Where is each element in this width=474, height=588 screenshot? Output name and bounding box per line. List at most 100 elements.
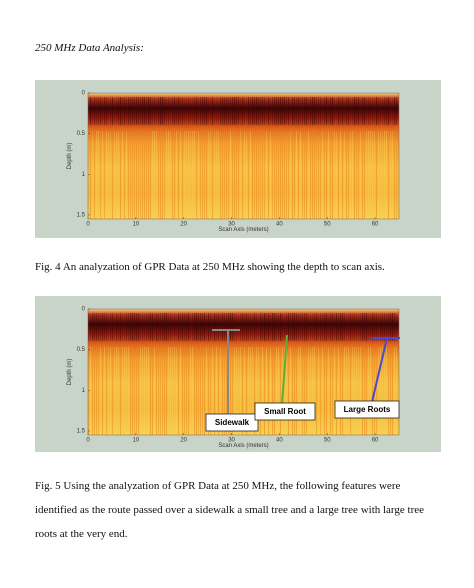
heatmap-texture <box>372 346 373 435</box>
heatmap-texture <box>172 346 173 435</box>
heatmap-texture <box>100 130 101 219</box>
heatmap-texture <box>350 130 351 219</box>
heatmap-texture <box>224 346 225 435</box>
heatmap-texture <box>124 313 126 341</box>
heatmap-texture <box>220 130 221 219</box>
heatmap-texture <box>236 130 237 219</box>
heatmap-texture <box>334 130 335 219</box>
heatmap-texture <box>190 130 191 219</box>
heatmap-texture <box>294 346 295 435</box>
heatmap-texture <box>212 346 213 435</box>
heatmap-texture <box>266 346 267 435</box>
heatmap-texture <box>352 346 353 435</box>
heatmap-texture <box>198 313 200 341</box>
heatmap-texture <box>360 313 362 341</box>
heatmap-texture <box>340 130 341 219</box>
heatmap-texture <box>158 97 160 125</box>
heatmap-texture <box>218 313 220 341</box>
heatmap-texture <box>262 346 263 435</box>
heatmap-texture <box>150 346 151 435</box>
heatmap-texture <box>330 346 331 435</box>
heatmap-texture <box>248 346 249 435</box>
heatmap-texture <box>232 346 233 435</box>
heatmap-texture <box>104 313 106 341</box>
heatmap-texture <box>270 313 272 341</box>
heatmap-texture <box>380 346 381 435</box>
heatmap-texture <box>174 130 175 219</box>
heatmap-texture <box>388 313 390 341</box>
heatmap-texture <box>138 313 140 341</box>
heatmap-texture <box>194 313 196 341</box>
heatmap-texture <box>134 130 135 219</box>
heatmap-texture <box>200 313 202 341</box>
heatmap-texture <box>360 346 361 435</box>
heatmap-texture <box>216 346 217 435</box>
heatmap-texture <box>282 130 283 219</box>
heatmap-texture <box>172 97 174 125</box>
heatmap-texture <box>392 346 393 435</box>
heatmap-texture <box>196 130 197 219</box>
heatmap-texture <box>196 346 197 435</box>
heatmap-texture <box>366 97 368 125</box>
heatmap-texture <box>242 130 243 219</box>
heatmap-texture <box>160 130 161 219</box>
heatmap-texture <box>310 313 312 341</box>
heatmap-texture <box>132 97 134 125</box>
heatmap-texture <box>136 97 138 125</box>
heatmap-texture <box>306 97 308 125</box>
heatmap-texture <box>224 97 226 125</box>
heatmap-texture <box>230 346 231 435</box>
heatmap-texture <box>118 97 120 125</box>
heatmap-texture <box>394 130 395 219</box>
heatmap-texture <box>350 97 352 125</box>
heatmap-texture <box>394 97 396 125</box>
heatmap-texture <box>384 313 386 341</box>
heatmap-texture <box>330 130 331 219</box>
heatmap-texture <box>156 313 158 341</box>
heatmap-texture <box>388 346 389 435</box>
heatmap-texture <box>358 346 359 435</box>
heatmap-texture <box>198 346 199 435</box>
heatmap-texture <box>282 97 284 125</box>
heatmap-texture <box>346 313 348 341</box>
heatmap-texture <box>176 313 178 341</box>
heatmap-texture <box>174 346 175 435</box>
heatmap-texture <box>364 97 366 125</box>
heatmap-texture <box>214 313 216 341</box>
heatmap-texture <box>184 97 186 125</box>
heatmap-texture <box>280 97 282 125</box>
heatmap-texture <box>190 346 191 435</box>
heatmap-texture <box>290 313 292 341</box>
heatmap-texture <box>314 130 315 219</box>
heatmap-texture <box>294 313 296 341</box>
heatmap-texture <box>158 130 159 219</box>
heatmap-texture <box>180 313 182 341</box>
heatmap-texture <box>338 346 339 435</box>
heatmap-texture <box>238 97 240 125</box>
heatmap-texture <box>144 346 145 435</box>
heatmap-texture <box>268 97 270 125</box>
heatmap-texture <box>190 97 192 125</box>
heatmap-texture <box>336 346 337 435</box>
heatmap-texture <box>204 313 206 341</box>
heatmap-texture <box>324 346 325 435</box>
heatmap-texture <box>142 346 143 435</box>
heatmap-texture <box>128 130 129 219</box>
heatmap-texture <box>274 346 275 435</box>
heatmap-texture <box>306 130 307 219</box>
heatmap-texture <box>106 313 108 341</box>
heatmap-texture <box>280 346 281 435</box>
heatmap-texture <box>90 346 91 435</box>
heatmap-texture <box>208 97 210 125</box>
heatmap-texture <box>160 313 162 341</box>
heatmap-texture <box>124 130 125 219</box>
heatmap-texture <box>256 313 258 341</box>
heatmap-texture <box>178 313 180 341</box>
heatmap-texture <box>244 97 246 125</box>
heatmap-texture <box>116 130 117 219</box>
heatmap-texture <box>210 313 212 341</box>
heatmap-texture <box>358 313 360 341</box>
heatmap-texture <box>146 97 148 125</box>
heatmap-texture <box>318 313 320 341</box>
heatmap-texture <box>246 313 248 341</box>
